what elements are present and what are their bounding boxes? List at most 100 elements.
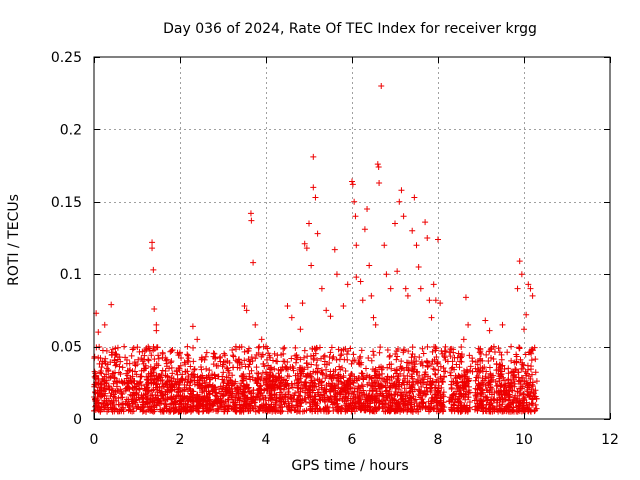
data-point [333,271,340,278]
data-point-baseline [188,397,195,404]
data-point-baseline [352,394,359,401]
data-point-baseline [437,375,444,382]
data-point-baseline [101,378,108,385]
data-point-mid [463,369,470,376]
data-point-baseline [158,371,165,378]
data-point-baseline [213,393,220,400]
data-point-baseline [105,383,112,390]
data-point-baseline [516,392,523,399]
data-point-baseline [109,387,116,394]
data-point-baseline [288,380,295,387]
data-point-mid [365,354,372,361]
data-point-baseline [194,391,201,398]
data-point-baseline [120,404,127,411]
data-point-baseline [151,399,158,406]
data-point-baseline [159,367,166,374]
data-point-baseline [341,382,348,389]
data-point-mid [114,344,121,351]
data-point-baseline [388,380,395,387]
data-point-baseline [333,391,340,398]
data-point-baseline [477,390,484,397]
data-point-mid [372,372,379,379]
data-point-mid [310,352,317,359]
data-point-mid [293,352,300,359]
data-point-mid [393,356,400,363]
data-point-baseline [108,398,115,405]
data-point-baseline [519,400,526,407]
data-point-baseline [184,379,191,386]
data-point-baseline [458,391,465,398]
data-point-mid [198,363,205,370]
data-point-baseline [178,408,185,415]
data-point-baseline [389,402,396,409]
data-point-mid [111,359,118,366]
data-point [308,262,315,269]
data-point-baseline [197,401,204,408]
data-point-mid [442,357,449,364]
data-point-baseline [318,379,325,386]
data-point-mid [281,344,288,351]
data-point-mid [318,369,325,376]
data-point-baseline [411,397,418,404]
data-point-baseline [187,404,194,411]
data-point-baseline [116,401,123,408]
data-point-mid [329,355,336,362]
data-point [250,259,257,266]
data-point-mid [483,368,490,375]
data-point-baseline [483,401,490,408]
data-point-mid [400,349,407,356]
data-point-baseline [111,374,118,381]
data-point [374,161,381,168]
data-point-baseline [137,373,144,380]
data-point-baseline [273,397,280,404]
data-point-baseline [186,382,193,389]
data-point-baseline [144,395,151,402]
data-point-baseline [205,388,212,395]
data-point-mid [477,345,484,352]
data-point-baseline [247,376,254,383]
x-tick-label: 6 [348,432,357,448]
data-point-baseline [360,375,367,382]
data-point-baseline [168,381,175,388]
data-point [297,326,304,333]
data-point-mid [292,359,299,366]
data-point-baseline [301,354,308,361]
data-point [288,314,295,321]
data-point-mid [103,371,110,378]
data-point [97,355,104,362]
data-point-mid [532,356,539,363]
y-tick-label: 0.2 [60,122,82,138]
data-point-baseline [450,379,457,386]
data-point-baseline [466,404,473,411]
data-point-baseline [357,406,364,413]
data-point-mid [162,372,169,379]
data-point-mid [151,345,158,352]
data-point-baseline [524,408,531,415]
data-point [518,271,525,278]
data-point [411,194,418,201]
data-point-baseline [335,408,342,415]
data-point [149,239,156,246]
data-point-baseline [329,385,336,392]
data-point-baseline [345,390,352,397]
data-point-mid [98,364,105,371]
data-point-baseline [235,389,242,396]
data-point-baseline [455,399,462,406]
data-point-baseline [129,373,136,380]
data-point-baseline [333,396,340,403]
data-point-baseline [262,400,269,407]
data-point [149,245,156,252]
data-point-mid [433,354,440,361]
data-point-mid [401,346,408,353]
data-point [381,242,388,249]
data-point-baseline [478,404,485,411]
data-point-mid [271,365,278,372]
data-point-baseline [297,385,304,392]
data-point-mid [529,371,536,378]
data-point-mid [191,371,198,378]
data-point-mid [441,354,448,361]
data-point-baseline [425,404,432,411]
data-point-baseline [325,408,332,415]
data-point-mid [163,363,170,370]
data-point-baseline [152,392,159,399]
